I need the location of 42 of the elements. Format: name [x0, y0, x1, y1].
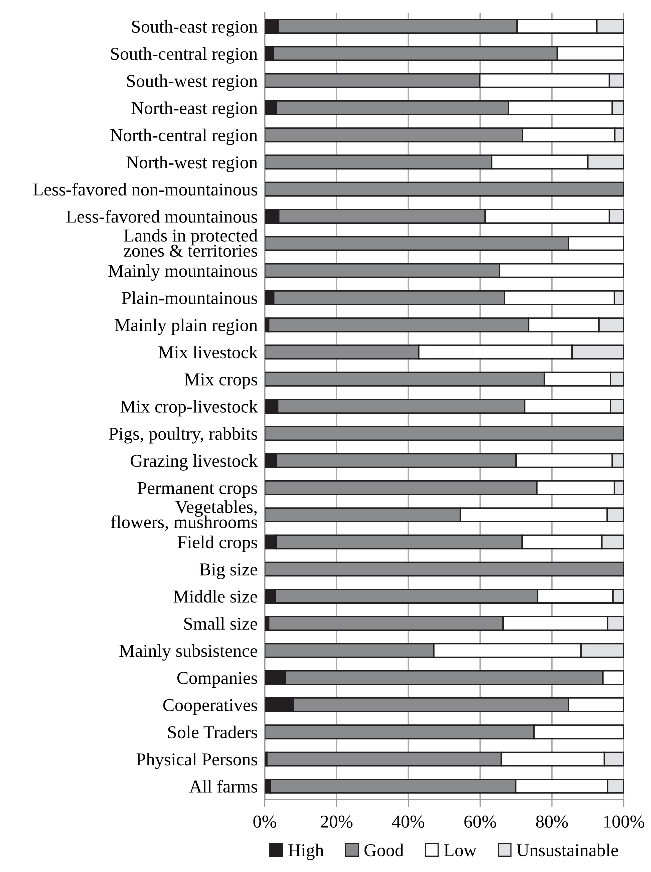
y-tick-label: Companies: [178, 672, 258, 688]
y-tick-label: Plain-mountainous: [122, 292, 258, 304]
y-tick-label: Pigs, poultry, rabbits: [109, 427, 258, 444]
y-tick-label: Permanent crops: [138, 482, 258, 498]
x-tick-label: 80%: [536, 816, 568, 828]
y-tick-label: South-west region: [127, 74, 258, 92]
y-tick-label: North-west region: [126, 156, 258, 172]
y-tick-label: South-central region: [111, 47, 258, 64]
y-tick-label: Mainly subsistence: [120, 644, 258, 661]
y-tick-label: All farms: [190, 780, 258, 793]
y-tick-label: Mix livestock: [158, 346, 258, 359]
y-tick-label: Mix crops: [184, 374, 258, 390]
y-tick-label: Mix crop-livestock: [120, 400, 258, 417]
legend-label: High: [288, 844, 324, 860]
y-tick-label: Mainly plain region: [115, 318, 258, 336]
y-tick-label: Less-favored mountainous: [66, 210, 258, 223]
x-tick-label: 0%: [254, 816, 276, 828]
y-tick-label: Vegetables, flowers, mushrooms: [111, 500, 258, 532]
y-tick-label: North-east region: [132, 102, 258, 118]
y-tick-label: Less-favored non-mountainous: [33, 182, 258, 196]
y-tick-label: South-east region: [132, 20, 258, 37]
y-tick-label: Mainly mountainous: [108, 264, 258, 281]
y-tick-label: Sole Traders: [168, 726, 258, 739]
legend-label: Unsustainable: [517, 844, 618, 857]
legend-label: Good: [364, 844, 404, 857]
bar: [265, 562, 624, 577]
x-tick-label: 20%: [321, 816, 353, 828]
x-tick-label: 100%: [604, 816, 644, 828]
legend-label: Low: [444, 844, 477, 857]
x-tick-label: 60%: [464, 816, 496, 828]
y-tick-label: Middle size: [174, 590, 258, 603]
y-tick-label: Field crops: [178, 536, 258, 552]
bar: [265, 426, 624, 442]
bar: [265, 182, 624, 197]
y-tick-label: Grazing livestock: [130, 454, 258, 471]
y-tick-label: Big size: [200, 564, 258, 580]
y-tick-label: Lands in protected zones & territories: [124, 229, 258, 258]
y-tick-label: North-central region: [110, 128, 258, 146]
x-tick-label: 40%: [392, 816, 425, 828]
y-tick-label: Cooperatives: [164, 699, 258, 716]
y-tick-label: Small size: [184, 617, 258, 630]
y-tick-label: Physical Persons: [136, 753, 258, 770]
